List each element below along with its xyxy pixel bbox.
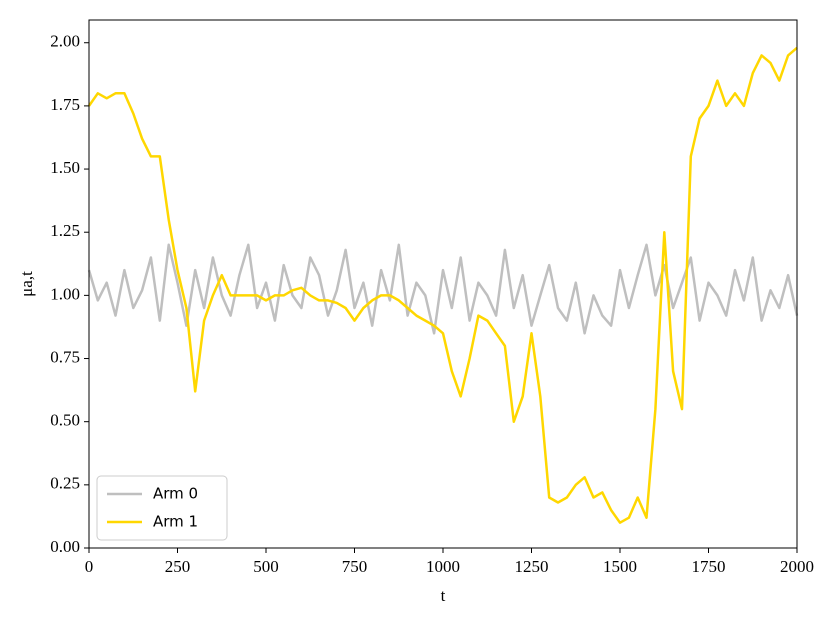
x-tick-label: 2000 (780, 557, 814, 576)
legend-label: Arm 0 (153, 485, 198, 503)
x-tick-label: 0 (85, 557, 94, 576)
y-tick-label: 0.00 (50, 537, 80, 556)
y-tick-label: 0.50 (50, 411, 80, 430)
x-axis-label: t (441, 586, 446, 605)
legend-box (96, 475, 228, 541)
x-tick-label: 500 (253, 557, 279, 576)
y-tick-label: 1.00 (50, 284, 80, 303)
x-tick-label: 750 (342, 557, 368, 576)
y-tick-label: 1.25 (50, 221, 80, 240)
y-tick-label: 0.25 (50, 474, 80, 493)
y-tick-label: 2.00 (50, 32, 80, 51)
y-tick-label: 1.50 (50, 158, 80, 177)
x-tick-label: 1250 (515, 557, 549, 576)
x-tick-label: 1000 (426, 557, 460, 576)
plot-frame (88, 19, 798, 549)
legend-label: Arm 1 (153, 513, 198, 531)
line-series (87, 46, 798, 524)
y-tick-label: 0.75 (50, 347, 80, 366)
y-axis-label: μa,t (17, 271, 36, 297)
x-tick-label: 250 (165, 557, 191, 576)
line-series (87, 243, 799, 335)
x-tick-label: 1500 (603, 557, 637, 576)
x-tick-label: 1750 (692, 557, 726, 576)
y-tick-label: 1.75 (50, 95, 80, 114)
